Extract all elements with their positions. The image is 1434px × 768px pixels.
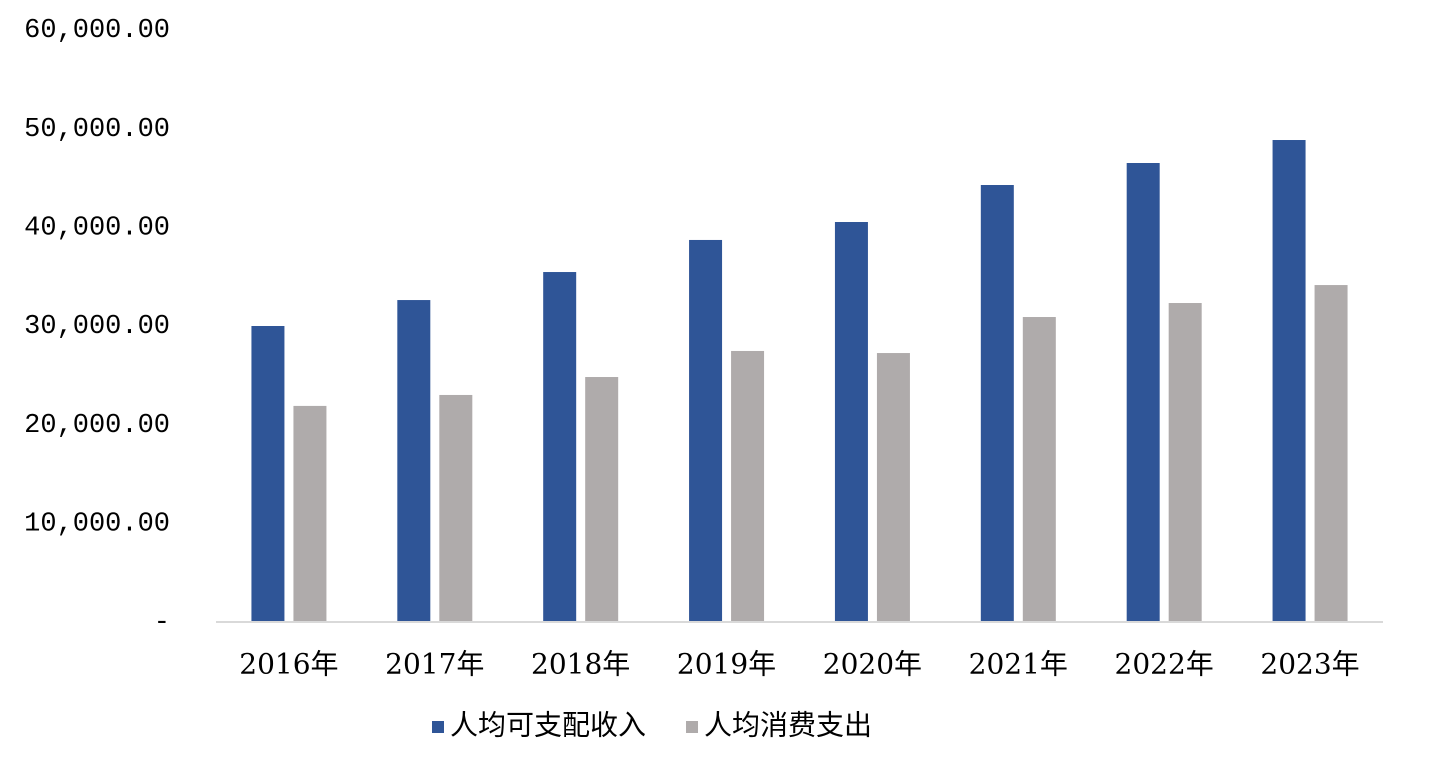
- y-tick-label: 10,000.00: [24, 509, 170, 539]
- y-tick-label: 40,000.00: [24, 213, 170, 243]
- bar: [251, 326, 285, 622]
- y-tick-label: -: [154, 608, 170, 638]
- bar: [293, 405, 327, 622]
- bar: [876, 353, 910, 622]
- y-tick-label: 50,000.00: [24, 115, 170, 145]
- bar: [980, 185, 1014, 622]
- bar: [439, 394, 473, 622]
- bar: [543, 272, 577, 622]
- x-tick-label: 2019年: [677, 648, 776, 681]
- y-tick-label: 20,000.00: [24, 411, 170, 441]
- legend-label: 人均消费支出: [704, 709, 872, 742]
- bar: [1314, 285, 1348, 622]
- legend-swatch: [686, 721, 699, 733]
- bar: [834, 222, 868, 622]
- bar: [397, 300, 431, 622]
- bar: [585, 377, 619, 622]
- bar: [689, 239, 723, 623]
- x-tick-label: 2018年: [531, 648, 630, 681]
- x-tick-label: 2023年: [1260, 648, 1359, 681]
- x-tick-label: 2021年: [969, 648, 1068, 681]
- x-tick-label: 2022年: [1115, 648, 1214, 681]
- bar: [1168, 303, 1202, 622]
- legend-swatch: [432, 721, 444, 733]
- y-tick-label: 30,000.00: [24, 312, 170, 342]
- y-tick-label: 60,000.00: [24, 16, 170, 46]
- x-tick-label: 2020年: [823, 648, 922, 681]
- bar: [1126, 163, 1160, 622]
- bar: [731, 350, 765, 622]
- legend-label: 人均可支配收入: [450, 709, 646, 742]
- bar: [1272, 140, 1306, 622]
- x-tick-label: 2016年: [239, 648, 338, 681]
- x-tick-label: 2017年: [385, 648, 484, 681]
- bar: [1022, 317, 1056, 622]
